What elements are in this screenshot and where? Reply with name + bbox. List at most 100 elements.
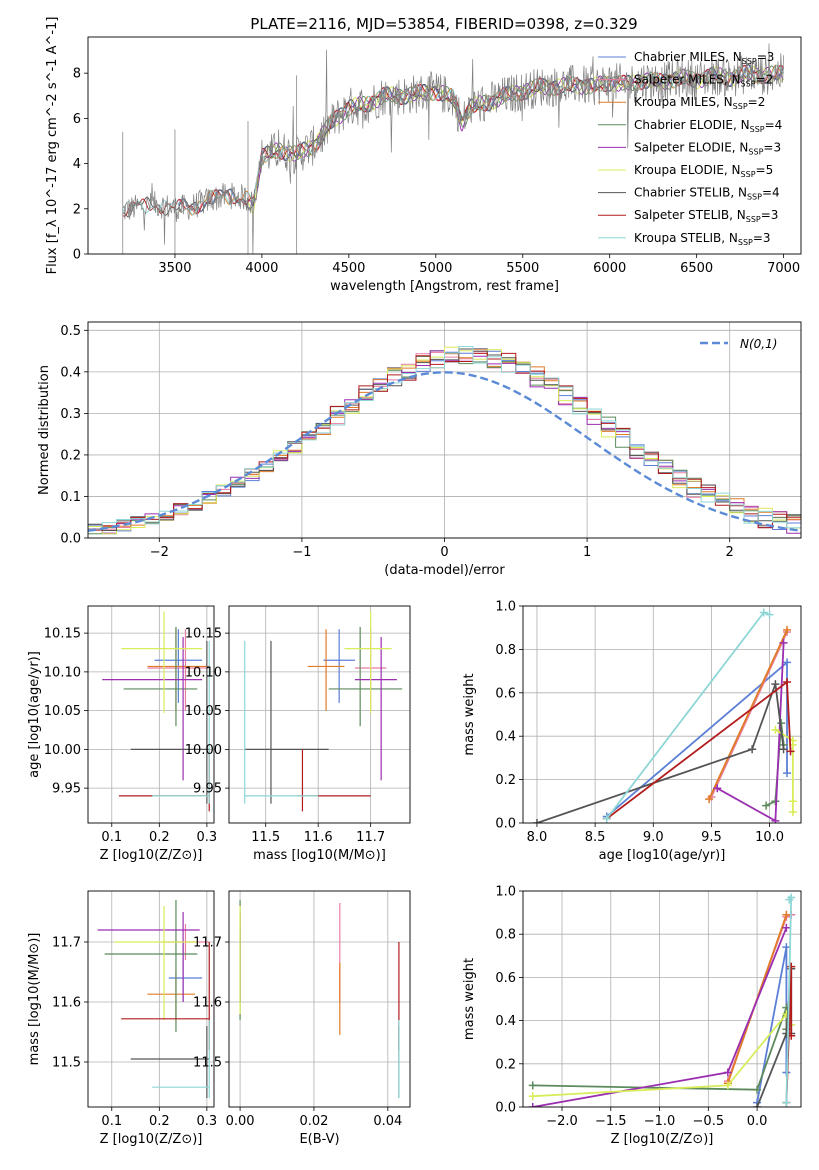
series-line: [710, 631, 788, 798]
x-tick-label: 0.04: [373, 1114, 402, 1129]
x-tick-label: −2.0: [546, 1114, 578, 1129]
data-point-marker: [705, 795, 714, 804]
axes-frame: [87, 321, 802, 539]
legend-label: N(0,1): [740, 337, 777, 351]
data-point-marker: [782, 1098, 791, 1107]
y-tick-label: 0.2: [495, 773, 516, 788]
x-tick-label: −1.5: [595, 1114, 627, 1129]
y-tick-label: 11.7: [52, 936, 81, 951]
data-point-marker: [753, 1103, 762, 1107]
x-tick-label: 9.0: [643, 830, 664, 845]
data-point-marker: [783, 769, 792, 778]
y-tick-label: 11.5: [52, 1056, 81, 1071]
x-tick-label: 3500: [158, 261, 191, 276]
plot-area: [97, 900, 210, 1098]
legend-label: Salpeter ELODIE, NSSP=3: [634, 140, 781, 156]
x-tick-label: 8.5: [585, 830, 606, 845]
y-axis-label: mass [log10(M/M⊙)]: [27, 933, 42, 1066]
data-point-marker: [602, 814, 611, 823]
y-tick-label: 10.00: [44, 743, 81, 758]
y-tick-label: 0.2: [60, 448, 81, 463]
data-point-marker: [771, 816, 780, 823]
y-tick-label: 11.6: [193, 996, 222, 1011]
legend-label: Salpeter STELIB, NSSP=3: [634, 208, 778, 224]
y-tick-label: 0.0: [495, 817, 516, 832]
series-line: [536, 683, 785, 823]
plot-area: [88, 346, 801, 535]
panel-age-vs-Z: 0.1 0.2 0.3 9.95 10.00 10.05 10.10 10.15 Z [log1…: [27, 605, 218, 863]
panel-weight-vs-Z: −2.0 −1.5 −1.0 −0.5 0.0 0.0 0.2 0.4 0.6 0.8 1.0 Z […: [462, 885, 802, 1147]
data-point-marker: [785, 895, 794, 904]
panel-age-vs-mass: 11.5 11.6 11.7 9.95 10.00 10.05 10.10 10.15 mass…: [185, 605, 411, 863]
x-tick-label: 10.0: [755, 830, 784, 845]
data-point-marker: [753, 1085, 762, 1094]
x-tick-label: 1: [583, 545, 591, 560]
y-tick-label: 2: [73, 202, 81, 217]
series-line: [708, 629, 788, 800]
data-point-marker: [713, 784, 722, 793]
y-tick-label: 0.0: [495, 1101, 516, 1116]
x-tick-label: 8.0: [527, 830, 548, 845]
y-tick-label: 10.10: [185, 665, 222, 680]
x-tick-label: 11.5: [251, 830, 280, 845]
x-tick-label: 0.1: [101, 1114, 122, 1129]
data-point-marker: [787, 962, 796, 971]
data-point-marker: [782, 943, 791, 952]
y-tick-label: 1.0: [495, 600, 516, 615]
axes-frame: [522, 605, 802, 824]
y-axis-label: mass weight: [462, 673, 477, 755]
y-tick-label: 0.8: [495, 928, 516, 943]
legend-label: Chabrier ELODIE, NSSP=4: [634, 118, 782, 134]
axes-frame: [228, 605, 411, 824]
data-spectrum-line: [122, 43, 784, 254]
data-point-marker: [723, 1081, 732, 1090]
data-point-marker: [723, 1068, 732, 1077]
x-tick-label: 4000: [245, 261, 278, 276]
legend-label: Chabrier MILES, NSSP=3: [634, 50, 774, 66]
panel-residuals: −2 −1 0 1 2 0.0 0.1 0.2 0.3 0.4 0.5 (data-model)/er…: [37, 321, 802, 578]
panel-spectrum: 3500 4000 4500 5000 5500 6000 6500 7000 0 2 4 6 8 wav…: [45, 17, 802, 294]
legend: Chabrier MILES, NSSP=3 Salpeter MILES, NS…: [598, 50, 782, 247]
x-axis-label: E(B-V): [299, 1132, 339, 1147]
y-tick-label: 11.5: [193, 1056, 222, 1071]
series-line: [716, 642, 785, 823]
x-tick-label: 0.0: [747, 1114, 768, 1129]
y-tick-label: 9.95: [52, 782, 81, 797]
x-axis-label: age [log10(age/yr)]: [599, 848, 726, 863]
y-tick-label: 0.2: [495, 1057, 516, 1072]
x-axis-label: mass [log10(M/M⊙)]: [253, 848, 386, 863]
x-axis-label: Z [log10(Z/Z⊙)]: [100, 1132, 203, 1147]
x-tick-label: 6000: [593, 261, 626, 276]
x-tick-label: 9.5: [701, 830, 722, 845]
histogram-step: [88, 346, 801, 535]
plot-area: [528, 893, 796, 1107]
y-tick-label: 0: [73, 248, 81, 263]
legend-label: Kroupa STELIB, NSSP=3: [634, 231, 771, 247]
panel-mass-vs-EBV: 0.00 0.02 0.04 11.5 11.6 11.7 E(B-V): [193, 890, 411, 1147]
x-tick-label: 0.1: [101, 830, 122, 845]
data-point-marker: [779, 745, 788, 754]
y-tick-label: 0.4: [495, 1014, 516, 1029]
y-tick-label: 0.6: [495, 971, 516, 986]
plot-area: [122, 43, 784, 254]
data-point-marker: [788, 797, 797, 806]
x-tick-label: −1.0: [644, 1114, 676, 1129]
y-axis-label: mass weight: [462, 958, 477, 1040]
y-tick-label: 0.5: [60, 324, 81, 339]
y-tick-label: 9.95: [193, 782, 222, 797]
x-tick-label: 2: [726, 545, 734, 560]
x-tick-label: 0.3: [197, 830, 218, 845]
y-tick-label: 0.8: [495, 643, 516, 658]
x-tick-label: 4500: [332, 261, 365, 276]
figure-title: PLATE=2116, MJD=53854, FIBERID=0398, z=0…: [250, 15, 637, 33]
y-tick-label: 0.0: [60, 532, 81, 547]
data-point-marker: [528, 1081, 537, 1090]
series-line: [605, 611, 770, 820]
x-tick-label: 6500: [680, 261, 713, 276]
axes-frame: [87, 36, 802, 255]
legend-label: Salpeter MILES, NSSP=2: [634, 73, 773, 89]
data-point-marker: [782, 923, 791, 932]
data-point-marker: [786, 747, 795, 756]
axes-frame: [87, 605, 215, 824]
